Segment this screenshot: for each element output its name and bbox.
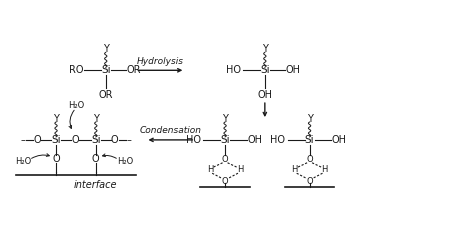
Text: H₂O: H₂O xyxy=(15,157,31,166)
Text: H: H xyxy=(237,165,243,174)
Text: O: O xyxy=(306,155,313,164)
Text: O: O xyxy=(33,135,41,145)
Text: Condensation: Condensation xyxy=(139,126,201,135)
Text: O: O xyxy=(92,154,100,164)
Text: H: H xyxy=(321,165,328,174)
Text: H: H xyxy=(292,165,298,174)
Text: –: – xyxy=(126,135,131,145)
Text: OR: OR xyxy=(127,65,141,75)
Text: Si: Si xyxy=(220,135,230,145)
Text: Y: Y xyxy=(307,114,312,124)
Text: Si: Si xyxy=(305,135,314,145)
Text: O: O xyxy=(111,135,118,145)
Text: Y: Y xyxy=(262,44,268,54)
Text: RO: RO xyxy=(69,65,83,75)
Text: H: H xyxy=(207,165,213,174)
Text: OH: OH xyxy=(332,135,347,145)
Text: Si: Si xyxy=(260,65,270,75)
Text: HO: HO xyxy=(226,65,240,75)
Text: OH: OH xyxy=(247,135,263,145)
Text: interface: interface xyxy=(74,180,118,190)
Text: Si: Si xyxy=(91,135,100,145)
Text: Hydrolysis: Hydrolysis xyxy=(137,57,184,66)
Text: O: O xyxy=(222,155,228,164)
Text: Y: Y xyxy=(103,44,109,54)
Text: Si: Si xyxy=(51,135,61,145)
Text: OH: OH xyxy=(285,65,300,75)
Text: O: O xyxy=(306,177,313,186)
Text: OR: OR xyxy=(99,90,113,100)
Text: OH: OH xyxy=(257,90,273,100)
Text: HO: HO xyxy=(186,135,201,145)
Text: Y: Y xyxy=(53,114,59,124)
Text: Si: Si xyxy=(101,65,110,75)
Text: O: O xyxy=(222,177,228,186)
Text: O: O xyxy=(71,135,79,145)
Text: O: O xyxy=(52,154,60,164)
Text: –: – xyxy=(21,135,26,145)
Text: HO: HO xyxy=(270,135,285,145)
Text: Y: Y xyxy=(93,114,99,124)
Text: H₂O: H₂O xyxy=(68,101,84,110)
Text: Y: Y xyxy=(222,114,228,124)
Text: H₂O: H₂O xyxy=(118,157,134,166)
